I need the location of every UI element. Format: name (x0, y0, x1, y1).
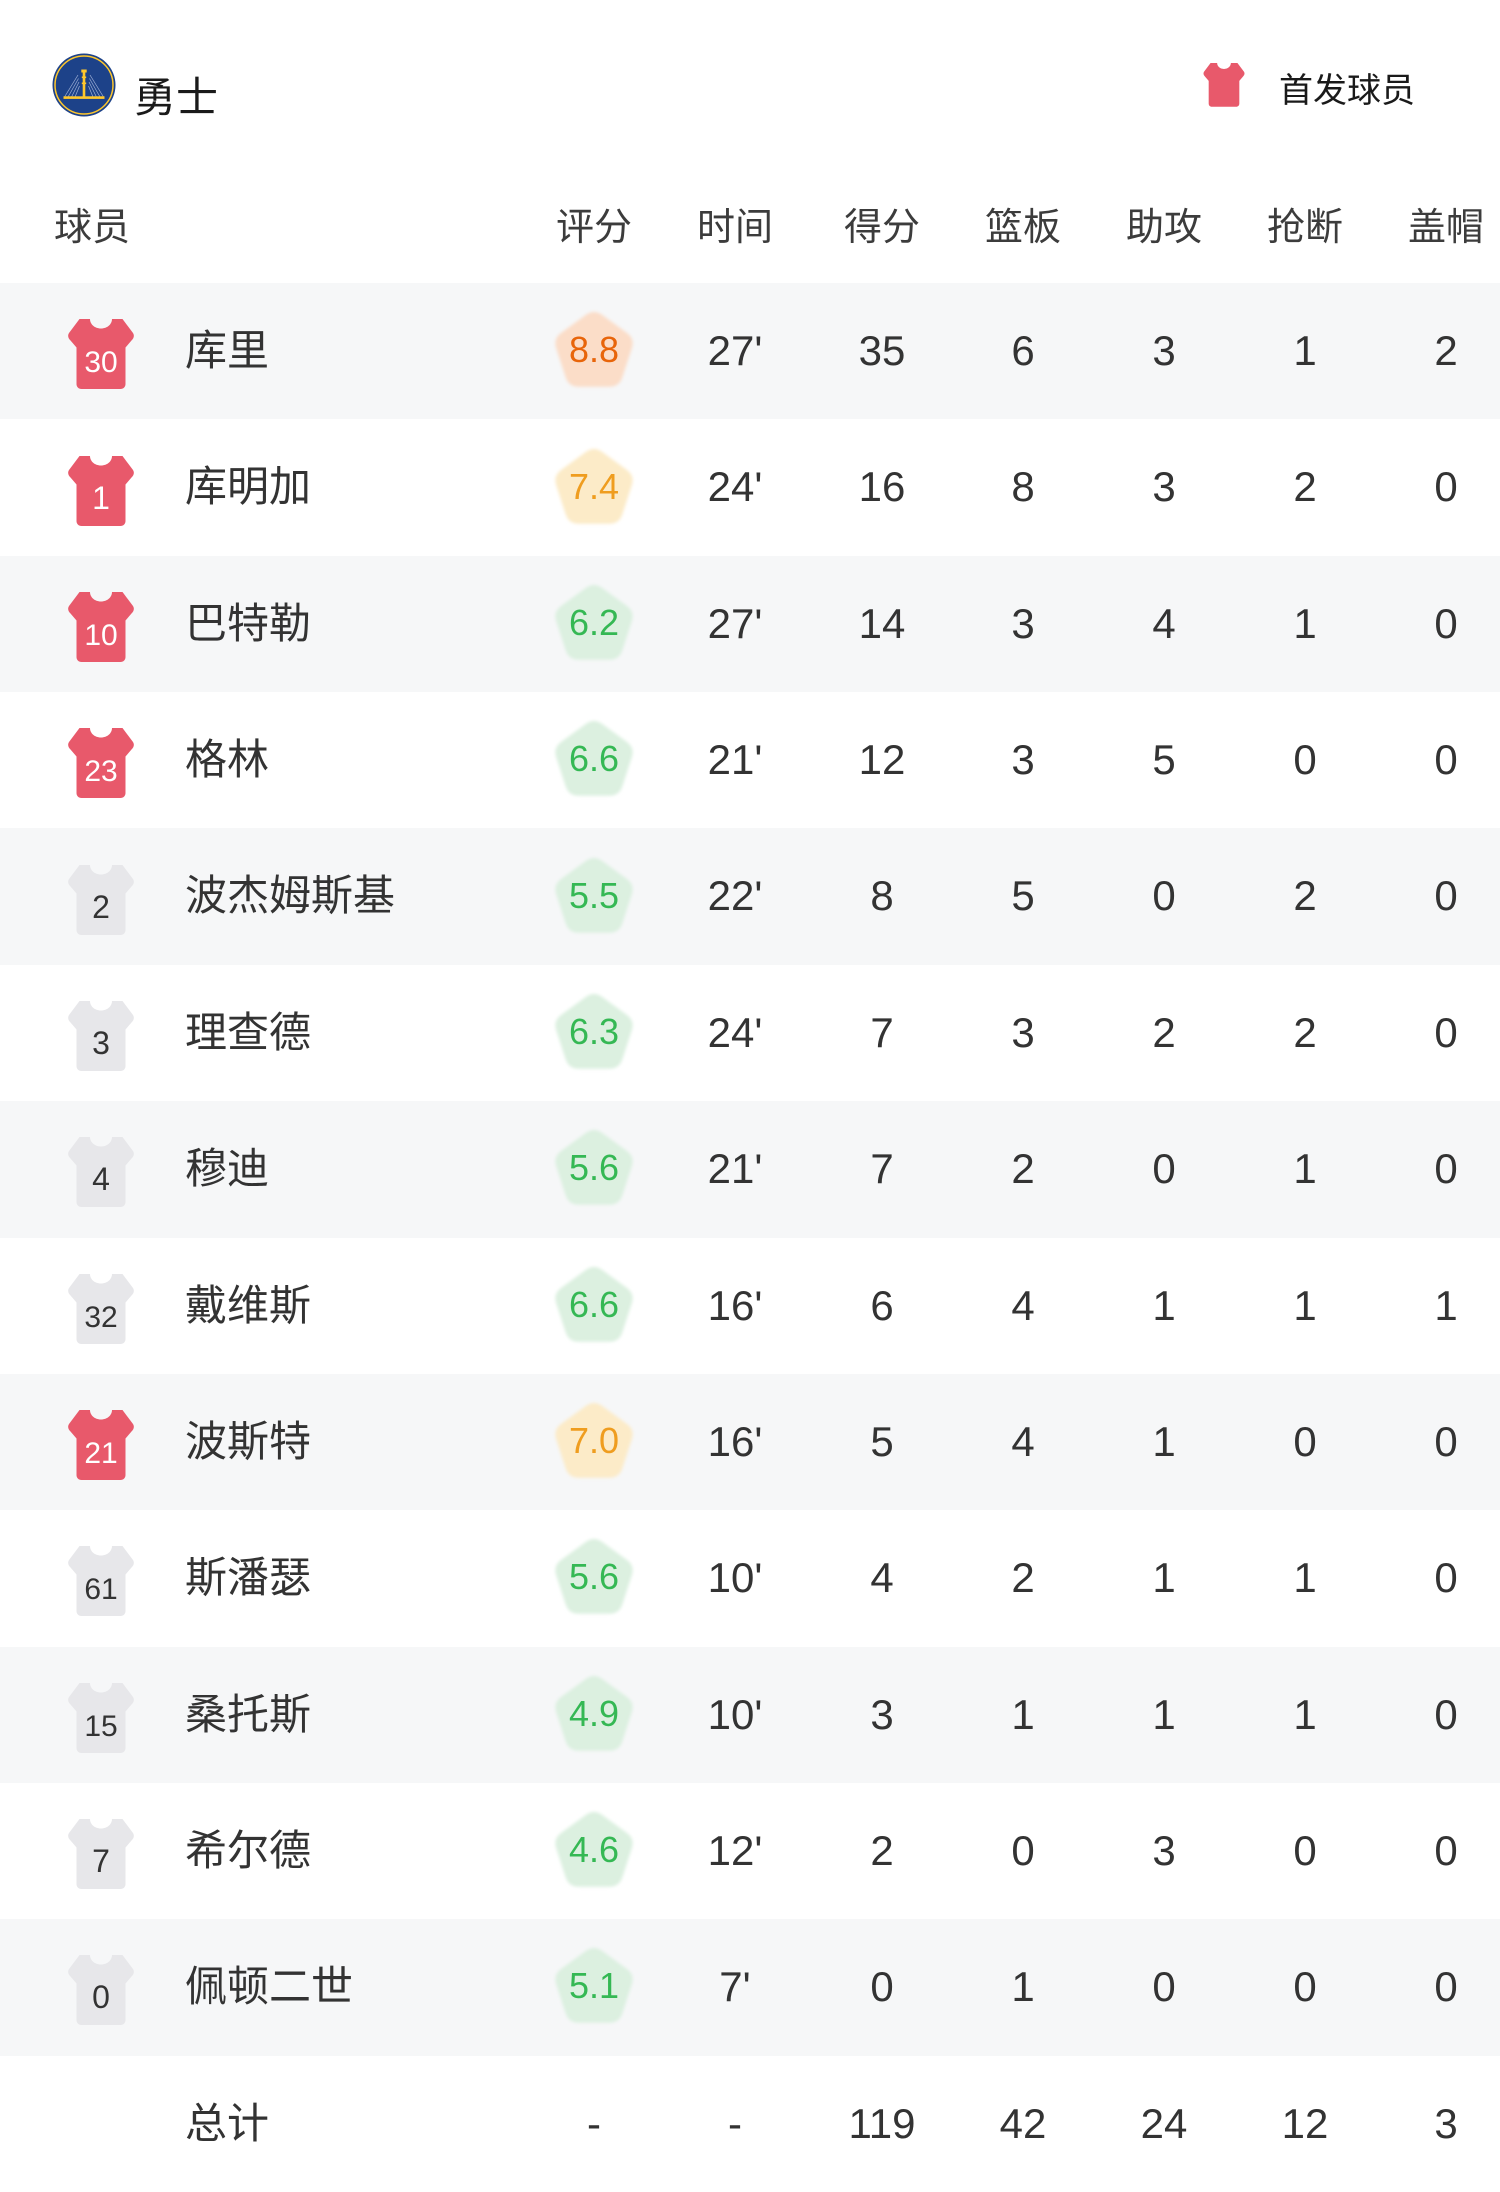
svg-text:3: 3 (92, 1025, 110, 1061)
svg-text:21: 21 (84, 1437, 117, 1470)
svg-text:61: 61 (84, 1573, 117, 1606)
svg-text:5.6: 5.6 (569, 1556, 619, 1597)
svg-text:7.4: 7.4 (569, 466, 619, 507)
svg-text:5.5: 5.5 (569, 875, 619, 916)
svg-text:32: 32 (84, 1301, 117, 1334)
svg-text:6.3: 6.3 (569, 1011, 619, 1052)
svg-text:4: 4 (92, 1161, 110, 1197)
svg-text:6.2: 6.2 (569, 602, 619, 643)
svg-text:6.6: 6.6 (569, 738, 619, 779)
svg-text:10: 10 (84, 619, 117, 652)
svg-text:5.6: 5.6 (569, 1147, 619, 1188)
svg-text:23: 23 (84, 755, 117, 788)
svg-text:5.1: 5.1 (569, 1965, 619, 2006)
svg-text:0: 0 (92, 1979, 110, 2015)
svg-text:7: 7 (92, 1843, 110, 1879)
svg-text:4.9: 4.9 (569, 1693, 619, 1734)
svg-text:1: 1 (92, 480, 110, 516)
svg-text:6.6: 6.6 (569, 1284, 619, 1325)
svg-text:30: 30 (84, 346, 117, 379)
svg-text:4.6: 4.6 (569, 1829, 619, 1870)
svg-text:2: 2 (92, 889, 110, 925)
svg-text:7.0: 7.0 (569, 1420, 619, 1461)
svg-text:15: 15 (84, 1710, 117, 1743)
svg-text:8.8: 8.8 (569, 329, 619, 370)
